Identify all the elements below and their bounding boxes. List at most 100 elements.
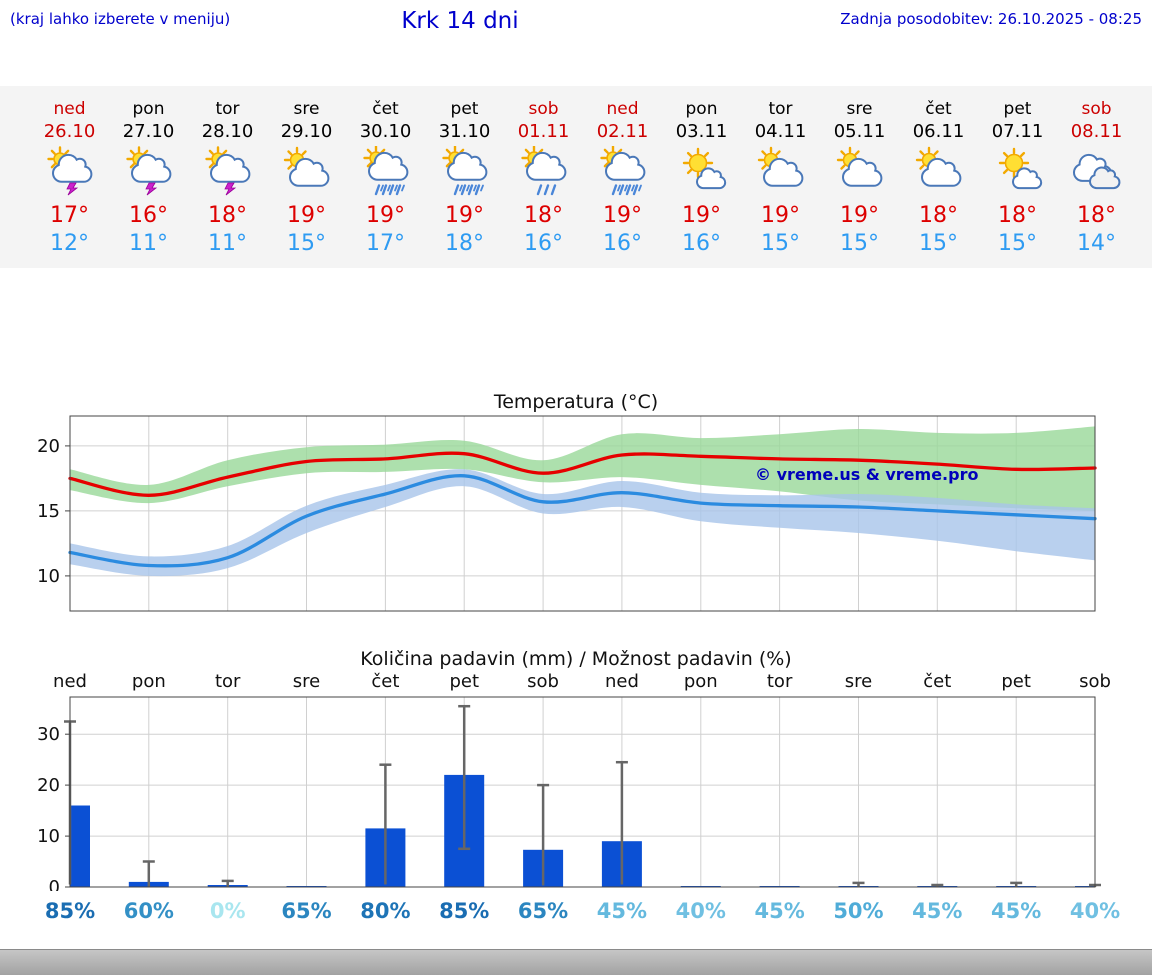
forecast-day[interactable]: sre 29.10 19° 15° [267, 98, 346, 256]
day-name: sob [1081, 99, 1112, 119]
temp-min: 18° [445, 231, 484, 256]
precip-error-bars [64, 704, 1101, 887]
precip-day-label: čet [371, 671, 400, 692]
precipitation-chart-block: Količina padavin (mm) / Možnost padavin … [0, 647, 1152, 929]
forecast-day[interactable]: ned 26.10 17° 12° [30, 98, 109, 256]
day-name: pon [685, 99, 718, 119]
precip-chart-title: Količina padavin (mm) / Možnost padavin … [360, 648, 792, 670]
temp-min: 16° [603, 231, 642, 256]
temperature-chart-block: Temperatura (°C) © vreme.us & vreme.pro 1… [0, 390, 1152, 619]
temp-max: 18° [1077, 203, 1116, 228]
precip-day-label: ned [604, 671, 639, 692]
forecast-day[interactable]: pon 27.10 16° 11° [109, 98, 188, 256]
precip-probability: 40% [1069, 899, 1121, 923]
precip-bars [70, 774, 1095, 887]
sun-cloud-icon [913, 146, 965, 198]
forecast-day[interactable]: čet 06.11 18° 15° [899, 98, 978, 256]
day-date: 08.11 [1070, 121, 1123, 142]
precip-probability-row: 85% 60% 0% 65% 80% 85% 65% 45% 40% 45% 50% 45% 45% 40… [0, 899, 1152, 929]
day-name: tor [768, 99, 793, 119]
precip-probability: 65% [517, 899, 569, 923]
temp-max: 19° [287, 203, 326, 228]
forecast-day[interactable]: sob 01.11 18° 16° [504, 98, 583, 256]
svg-text:20: 20 [37, 775, 60, 796]
sun-cloud-icon [755, 146, 807, 198]
header: (kraj lahko izberete v meniju) Krk 14 dn… [0, 0, 1152, 44]
day-date: 04.11 [754, 121, 807, 142]
day-date: 30.10 [359, 121, 412, 142]
precip-day-label: sre [292, 671, 321, 692]
forecast-day[interactable]: ned 02.11 19° 16° [583, 98, 662, 256]
day-date: 26.10 [43, 121, 96, 142]
day-name: pet [450, 99, 479, 119]
forecast-day[interactable]: pet 31.10 19° 18° [425, 98, 504, 256]
temp-bands [70, 426, 1095, 577]
precip-day-label: pon [131, 671, 166, 692]
temp-lines [68, 451, 1097, 568]
day-name: tor [215, 99, 240, 119]
watermark: © vreme.us & vreme.pro [755, 465, 978, 484]
page-title: Krk 14 dni [401, 8, 519, 34]
sun-cloud-rain-icon [518, 145, 570, 198]
forecast-day[interactable]: pon 03.11 19° 16° [662, 98, 741, 256]
svg-text:15: 15 [37, 501, 60, 522]
sun-cloud-lightning-icon [123, 146, 175, 198]
precip-probability: 65% [281, 899, 332, 923]
precipitation-chart: 0 10 20 30 [37, 696, 1101, 891]
sun-small-cloud-icon [676, 146, 728, 198]
forecast-day[interactable]: tor 04.11 19° 15° [741, 98, 820, 256]
day-name: sre [293, 99, 320, 119]
day-date: 27.10 [122, 121, 175, 142]
temp-min: 15° [919, 231, 958, 256]
day-name: čet [925, 99, 952, 119]
temp-min: 16° [524, 231, 563, 256]
sun-cloud-icon [834, 146, 886, 198]
forecast-day[interactable]: pet 07.11 18° 15° [978, 98, 1057, 256]
temp-max: 18° [208, 203, 247, 228]
forecast-day[interactable]: čet 30.10 19° 17° [346, 98, 425, 256]
temp-min: 12° [50, 231, 89, 256]
forecast-day[interactable]: tor 28.10 18° 11° [188, 98, 267, 256]
temp-min: 15° [761, 231, 800, 256]
day-date: 01.11 [517, 121, 570, 142]
day-name: pet [1003, 99, 1032, 119]
precip-probability: 85% [439, 899, 490, 923]
day-name: ned [53, 99, 86, 119]
sun-cloud-lightning-icon [202, 146, 254, 198]
temperature-chart-title: Temperatura (°C) [493, 391, 659, 413]
temp-max: 18° [998, 203, 1037, 228]
temp-min: 11° [208, 231, 247, 256]
precip-day-label: sob [527, 671, 559, 692]
precip-probability: 45% [991, 899, 1042, 923]
precip-probability: 40% [675, 899, 726, 923]
svg-text:10: 10 [37, 826, 60, 847]
cloudy-icon [1071, 146, 1123, 198]
day-name: čet [372, 99, 399, 119]
temp-max: 19° [366, 203, 405, 228]
precip-probability: 45% [596, 899, 648, 923]
svg-text:20: 20 [37, 436, 60, 457]
temp-max: 16° [129, 203, 168, 228]
precip-day-label: ned [53, 671, 87, 692]
forecast-strip: ned 26.10 17° 12° pon 27.10 16° 11° tor … [0, 86, 1152, 268]
day-name: ned [606, 99, 639, 119]
sun-cloud-rain-heavy-icon [360, 145, 412, 198]
menu-hint[interactable]: (kraj lahko izberete v meniju) [10, 10, 231, 28]
temp-max: 19° [761, 203, 800, 228]
forecast-day[interactable]: sre 05.11 19° 15° [820, 98, 899, 256]
precip-day-label: pet [1001, 671, 1031, 692]
horizontal-scrollbar[interactable] [0, 949, 1152, 975]
precip-day-label: čet [923, 671, 952, 692]
precip-probability: 0% [209, 899, 246, 923]
precip-day-label: tor [766, 671, 793, 692]
temperature-chart: © vreme.us & vreme.pro 10 15 20 [37, 415, 1097, 612]
precip-day-label: sob [1079, 671, 1111, 692]
temp-min: 15° [287, 231, 326, 256]
temp-min: 15° [998, 231, 1037, 256]
precip-day-label: pon [683, 671, 718, 692]
forecast-day[interactable]: sob 08.11 18° 14° [1057, 98, 1136, 256]
temp-max: 18° [524, 203, 563, 228]
day-date: 02.11 [596, 121, 649, 142]
precip-probability: 45% [912, 899, 963, 923]
